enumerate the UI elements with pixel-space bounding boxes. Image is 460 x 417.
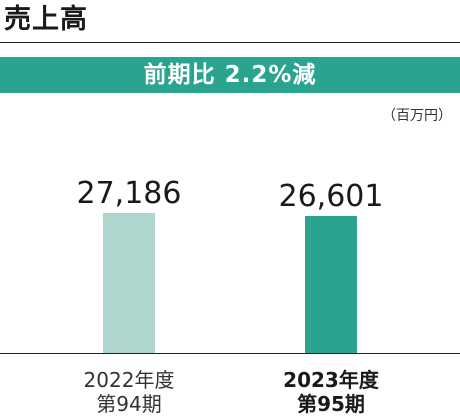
value-label-2: 26,601 [279,179,384,214]
bar-2 [305,216,357,353]
category-label-2-period: 第95期 [297,392,365,416]
category-label-1-period: 第94期 [96,392,161,416]
category-label-1-year: 2022年度 [84,368,175,392]
value-label-1: 27,186 [77,176,182,211]
category-label-2-year: 2023年度 [283,368,380,392]
chart-title: 売上高 [4,4,88,35]
yoy-change-banner: 前期比 2.2%減 [0,57,460,93]
title-divider [0,42,460,43]
unit-label: （百万円） [382,108,452,124]
bar-1 [103,213,155,353]
